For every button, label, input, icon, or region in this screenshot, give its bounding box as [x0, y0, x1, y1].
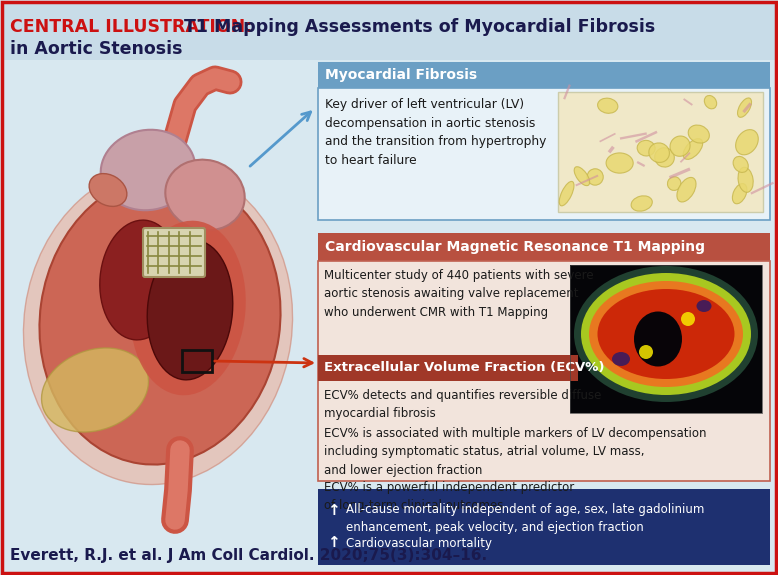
Ellipse shape: [689, 125, 710, 143]
Ellipse shape: [23, 166, 293, 485]
Ellipse shape: [598, 98, 618, 113]
Ellipse shape: [40, 175, 281, 465]
FancyBboxPatch shape: [318, 233, 770, 261]
Text: ↑: ↑: [327, 503, 340, 518]
Text: Myocardial Fibrosis: Myocardial Fibrosis: [325, 68, 477, 82]
Ellipse shape: [612, 352, 630, 366]
Ellipse shape: [559, 181, 574, 206]
Ellipse shape: [589, 281, 743, 387]
Ellipse shape: [639, 345, 653, 359]
Text: All-cause mortality independent of age, sex, late gadolinium
enhancement, peak v: All-cause mortality independent of age, …: [346, 503, 704, 535]
Text: Everett, R.J. et al. J Am Coll Cardiol. 2020;75(3):304–16.: Everett, R.J. et al. J Am Coll Cardiol. …: [10, 548, 487, 563]
Ellipse shape: [100, 130, 195, 210]
Ellipse shape: [681, 312, 695, 326]
Ellipse shape: [732, 183, 747, 204]
Ellipse shape: [100, 220, 180, 340]
FancyBboxPatch shape: [318, 88, 770, 220]
Ellipse shape: [655, 148, 675, 167]
Ellipse shape: [733, 156, 748, 172]
Ellipse shape: [574, 167, 590, 186]
FancyBboxPatch shape: [6, 62, 310, 507]
Text: Key driver of left ventricular (LV)
decompensation in aortic stenosis
and the tr: Key driver of left ventricular (LV) deco…: [325, 98, 546, 167]
FancyBboxPatch shape: [318, 355, 578, 381]
Ellipse shape: [89, 174, 127, 206]
Ellipse shape: [634, 312, 682, 366]
Text: ECV% detects and quantifies reversible diffuse
myocardial fibrosis: ECV% detects and quantifies reversible d…: [324, 389, 601, 420]
Ellipse shape: [606, 153, 633, 173]
Ellipse shape: [130, 221, 246, 395]
Ellipse shape: [165, 160, 245, 231]
Ellipse shape: [587, 169, 603, 185]
Ellipse shape: [41, 348, 149, 432]
Ellipse shape: [147, 240, 233, 380]
Ellipse shape: [649, 143, 669, 163]
Ellipse shape: [581, 273, 751, 395]
Ellipse shape: [670, 136, 690, 156]
FancyBboxPatch shape: [318, 489, 770, 565]
Text: ECV% is a powerful independent predictor
of long-term clinical outcomes: ECV% is a powerful independent predictor…: [324, 481, 574, 512]
Ellipse shape: [738, 98, 752, 117]
Text: ECV% is associated with multiple markers of LV decompensation
including symptoma: ECV% is associated with multiple markers…: [324, 427, 706, 477]
Text: Cardiovascular mortality: Cardiovascular mortality: [346, 537, 492, 550]
FancyBboxPatch shape: [143, 228, 205, 277]
Ellipse shape: [637, 140, 655, 156]
FancyBboxPatch shape: [318, 261, 770, 481]
Text: in Aortic Stenosis: in Aortic Stenosis: [10, 40, 183, 58]
Text: Cardiovascular Magnetic Resonance T1 Mapping: Cardiovascular Magnetic Resonance T1 Map…: [325, 240, 705, 254]
Ellipse shape: [631, 196, 652, 211]
FancyBboxPatch shape: [2, 2, 776, 60]
Ellipse shape: [574, 266, 758, 402]
Ellipse shape: [683, 139, 703, 159]
FancyBboxPatch shape: [318, 62, 770, 88]
Ellipse shape: [738, 167, 753, 192]
FancyBboxPatch shape: [570, 265, 762, 413]
FancyBboxPatch shape: [558, 92, 763, 212]
Text: CENTRAL ILLUSTRATION:: CENTRAL ILLUSTRATION:: [10, 18, 252, 36]
Ellipse shape: [704, 95, 717, 109]
Ellipse shape: [677, 178, 696, 202]
Text: ↑: ↑: [327, 535, 340, 550]
Ellipse shape: [696, 300, 712, 312]
Text: Extracellular Volume Fraction (ECV%): Extracellular Volume Fraction (ECV%): [324, 362, 605, 374]
Ellipse shape: [668, 177, 681, 190]
Ellipse shape: [598, 289, 734, 379]
Ellipse shape: [736, 129, 759, 155]
Text: T1 Mapping Assessments of Myocardial Fibrosis: T1 Mapping Assessments of Myocardial Fib…: [178, 18, 655, 36]
Text: Multicenter study of 440 patients with severe
aortic stenosis awaiting valve rep: Multicenter study of 440 patients with s…: [324, 269, 594, 319]
